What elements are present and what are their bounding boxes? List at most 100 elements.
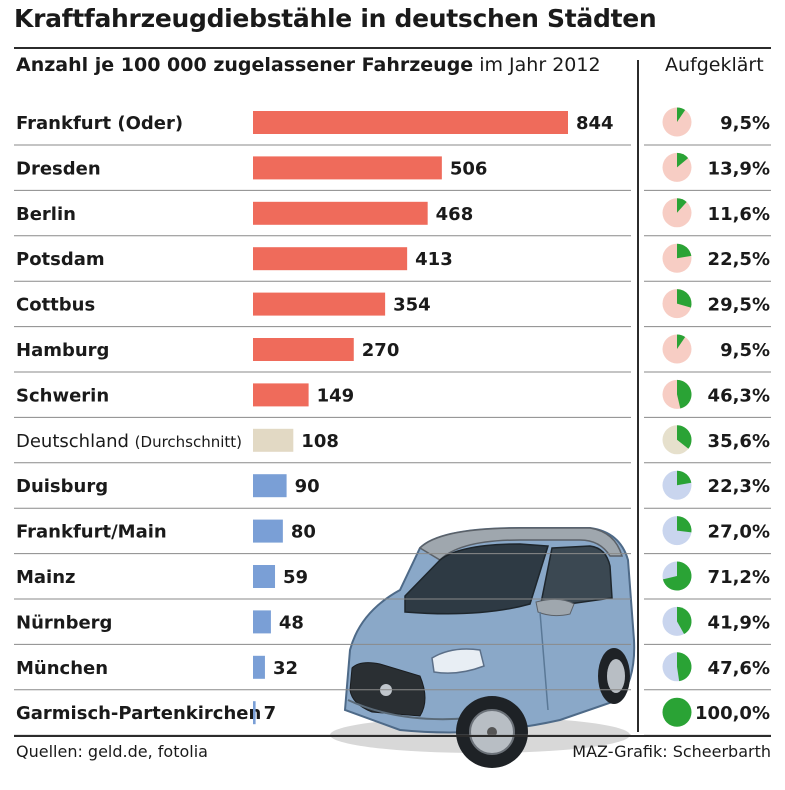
subtitle-bold: Anzahl je 100 000 zugelassener Fahrzeuge: [16, 54, 474, 76]
car-illustration: [330, 527, 636, 768]
aufgeklaert-value-label: 71,2%: [708, 567, 770, 588]
category-label: Schwerin: [16, 385, 109, 406]
pie-slice: [677, 107, 686, 122]
car-windshield: [404, 543, 549, 615]
pie-slice: [677, 425, 692, 449]
bar-value-label: 413: [415, 249, 453, 270]
pie-slice: [677, 606, 692, 635]
bar: [253, 610, 271, 634]
bar-value-label: 108: [301, 431, 339, 452]
bar: [253, 655, 265, 679]
chart-row: Frankfurt/Main 80 27,0%: [14, 516, 771, 555]
bar-value-label: 468: [436, 204, 474, 225]
car-headlight: [431, 648, 485, 674]
aufgeklaert-value-label: 100,0%: [695, 703, 770, 724]
pie-slice: [677, 516, 692, 533]
aufgeklaert-value-label: 9,5%: [720, 113, 770, 134]
car-roof: [418, 527, 624, 561]
category-label: Nürnberg: [16, 612, 112, 633]
aufgeklaert-value-label: 27,0%: [708, 522, 770, 543]
page-title: Kraftfahrzeugdiebstähle in deutschen Stä…: [14, 4, 657, 33]
chart-row: München 32 47,6%: [14, 652, 771, 691]
bar-value-label: 506: [450, 158, 488, 179]
bar: [253, 201, 428, 225]
bar: [253, 383, 309, 407]
chart-row: Frankfurt (Oder) 844 9,5%: [14, 107, 771, 146]
category-label: Potsdam: [16, 249, 105, 270]
aufgeklaert-value-label: 29,5%: [708, 295, 770, 316]
aufgeklaert-value-label: 11,6%: [708, 204, 770, 225]
category-label: Hamburg: [16, 340, 109, 361]
chart-row: Hamburg 270 9,5%: [14, 334, 771, 373]
category-label: Deutschland (Durchschnitt): [16, 431, 242, 452]
category-label: München: [16, 658, 108, 679]
chart-row: Deutschland (Durchschnitt) 108 35,6%: [14, 425, 771, 464]
chart-row: Dresden 506 13,9%: [14, 152, 771, 191]
bar-value-label: 59: [283, 567, 308, 588]
category-label: Garmisch-Partenkirchen: [16, 703, 261, 724]
chart-row: Cottbus 354 29,5%: [14, 289, 771, 328]
chart-row: Berlin 468 11,6%: [14, 198, 771, 237]
bar: [253, 428, 294, 452]
aufgeklaert-header: Aufgeklärt: [665, 54, 764, 76]
bar-value-label: 80: [291, 522, 316, 543]
bar: [253, 565, 276, 588]
bar: [253, 156, 442, 180]
aufgeklaert-value-label: 46,3%: [708, 385, 770, 406]
chart-row: Nürnberg 48 41,9%: [14, 606, 771, 645]
chart-row: Schwerin 149 46,3%: [14, 379, 771, 418]
aufgeklaert-value-label: 41,9%: [708, 612, 770, 633]
pie-slice: [677, 152, 689, 168]
aufgeklaert-value-label: 22,3%: [708, 476, 770, 497]
bar-value-label: 7: [264, 703, 277, 724]
bar-value-label: 32: [273, 658, 298, 679]
pie-slice: [677, 379, 692, 409]
car-mirror: [535, 598, 575, 617]
column-separator: [637, 60, 639, 732]
pie-slice: [677, 470, 692, 486]
footer-sources: Quellen: geld.de, fotolia: [16, 742, 208, 761]
bar-value-label: 48: [279, 612, 304, 633]
bar: [253, 292, 386, 316]
aufgeklaert-value-label: 13,9%: [708, 158, 770, 179]
footer-credit: MAZ-Grafik: Scheerbarth: [572, 742, 771, 761]
title-divider: [14, 47, 771, 49]
bar: [253, 519, 283, 543]
aufgeklaert-value-label: 47,6%: [708, 658, 770, 679]
category-label: Frankfurt (Oder): [16, 113, 183, 134]
pie-slice: [677, 289, 692, 308]
bar: [253, 111, 568, 134]
bar-value-label: 844: [576, 113, 614, 134]
pie-slice: [677, 334, 686, 349]
bar-value-label: 149: [317, 385, 355, 406]
bar: [253, 338, 354, 361]
pie-slice: [662, 561, 692, 591]
chart-row: Potsdam 413 22,5%: [14, 243, 771, 282]
chart-row: Mainz 59 71,2%: [14, 561, 771, 600]
bar-value-label: 270: [362, 340, 400, 361]
subtitle: Anzahl je 100 000 zugelassener Fahrzeuge…: [16, 54, 601, 76]
car-bumper: [347, 699, 471, 721]
chart-row: Duisburg 90 22,3%: [14, 470, 771, 509]
aufgeklaert-value-label: 22,5%: [708, 249, 770, 270]
category-label: Duisburg: [16, 476, 108, 497]
category-label: Mainz: [16, 567, 76, 588]
bar: [253, 247, 408, 271]
pie-slice: [677, 652, 692, 682]
pie-slice: [677, 198, 687, 213]
category-label: Frankfurt/Main: [16, 522, 167, 543]
bar-value-label: 354: [393, 295, 431, 316]
aufgeklaert-value-label: 9,5%: [720, 340, 770, 361]
car-side-window: [539, 545, 613, 609]
pie-slice: [662, 697, 692, 727]
category-label: Cottbus: [16, 295, 95, 316]
category-label: Berlin: [16, 204, 76, 225]
subtitle-rest: im Jahr 2012: [479, 54, 601, 76]
bar-value-label: 90: [295, 476, 320, 497]
aufgeklaert-value-label: 35,6%: [708, 431, 770, 452]
bar: [253, 474, 287, 498]
footer-divider: [14, 735, 771, 737]
category-label: Dresden: [16, 158, 101, 179]
